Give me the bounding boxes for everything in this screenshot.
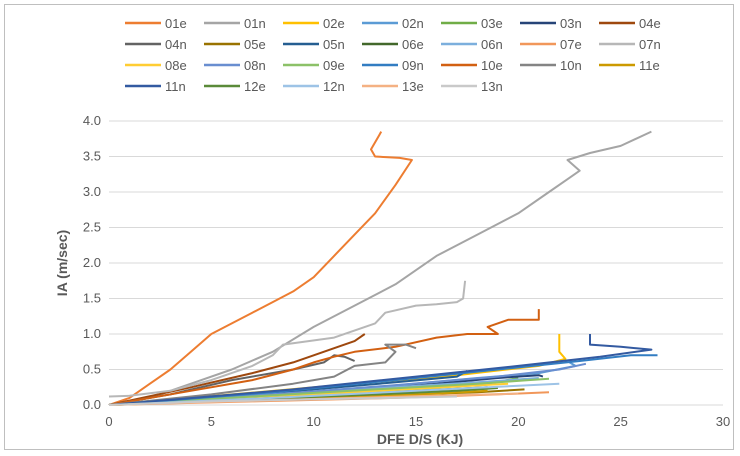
legend-label: 01e	[165, 16, 187, 31]
legend-label: 07e	[560, 37, 582, 52]
legend-label: 08e	[165, 58, 187, 73]
y-axis-title: IA (m/sec)	[54, 230, 70, 296]
legend-label: 12e	[244, 79, 266, 94]
line-chart: 01e 01n 02e 02n 03e 03n 04e 04n 05e 05n 06e 06n 07e 0…	[54, 16, 730, 447]
series-line-07n	[108, 280, 467, 398]
series-line-01n	[108, 130, 652, 406]
legend-label: 09e	[323, 58, 345, 73]
legend-item-01e: 01e	[125, 16, 187, 31]
y-tick-label: 0.5	[83, 362, 101, 377]
legend-label: 11n	[165, 79, 186, 94]
legend-item-10n: 10n	[520, 58, 582, 73]
legend-item-12n: 12n	[283, 79, 345, 94]
legend-item-09e: 09e	[283, 58, 345, 73]
x-tick-label: 15	[409, 414, 423, 429]
y-tick-label: 3.5	[83, 149, 101, 164]
legend-item-06n: 06n	[441, 37, 503, 52]
legend-item-09n: 09n	[362, 58, 424, 73]
legend-label: 03n	[560, 16, 582, 31]
x-tick-label: 5	[208, 414, 215, 429]
y-tick-label: 0.0	[83, 397, 101, 412]
legend-item-11n: 11n	[125, 79, 186, 94]
legend-item-01n: 01n	[204, 16, 266, 31]
legend-item-04n: 04n	[125, 37, 187, 52]
y-axis-ticks: 0.0 0.5 1.0 1.5 2.0 2.5 3.0 3.5 4.0	[83, 113, 101, 412]
legend-item-12e: 12e	[204, 79, 266, 94]
legend-item-11e: 11e	[599, 58, 660, 73]
legend-item-02n: 02n	[362, 16, 424, 31]
series-line-04e	[108, 333, 366, 406]
plot-area	[108, 130, 658, 406]
legend-item-13e: 13e	[362, 79, 424, 94]
legend-label: 04e	[639, 16, 661, 31]
legend-item-03e: 03e	[441, 16, 503, 31]
legend-label: 07n	[639, 37, 661, 52]
chart-frame: 01e 01n 02e 02n 03e 03n 04e 04n 05e 05n 06e 06n 07e 0…	[4, 4, 734, 450]
legend-label: 13e	[402, 79, 424, 94]
x-tick-label: 20	[511, 414, 525, 429]
legend-label: 13n	[481, 79, 503, 94]
x-tick-label: 25	[613, 414, 627, 429]
legend-item-03n: 03n	[520, 16, 582, 31]
legend-label: 05e	[244, 37, 266, 52]
y-tick-label: 2.5	[83, 220, 101, 235]
legend-label: 02e	[323, 16, 345, 31]
series-line-10e	[108, 309, 540, 406]
series-line-10n	[108, 343, 417, 406]
x-tick-label: 10	[306, 414, 320, 429]
gridlines	[109, 120, 723, 406]
legend-label: 11e	[639, 58, 660, 73]
legend-item-02e: 02e	[283, 16, 345, 31]
series-line-11n	[108, 334, 653, 406]
legend-label: 06n	[481, 37, 503, 52]
legend-label: 09n	[402, 58, 424, 73]
legend-label: 05n	[323, 37, 345, 52]
x-axis-title: DFE D/S (KJ)	[377, 431, 463, 447]
legend-label: 10n	[560, 58, 582, 73]
x-tick-label: 0	[105, 414, 112, 429]
series-line-01e	[108, 131, 413, 406]
legend-label: 02n	[402, 16, 424, 31]
x-axis-ticks: 0 5 10 15 20 25 30	[105, 414, 730, 429]
legend-label: 12n	[323, 79, 345, 94]
series-line-09e	[108, 377, 550, 406]
y-tick-label: 2.0	[83, 255, 101, 270]
legend-item-04e: 04e	[599, 16, 661, 31]
y-tick-label: 4.0	[83, 113, 101, 128]
legend-label: 01n	[244, 16, 266, 31]
series-line-13n	[108, 395, 457, 406]
legend-item-06e: 06e	[362, 37, 424, 52]
legend-item-05n: 05n	[283, 37, 345, 52]
legend-label: 06e	[402, 37, 424, 52]
legend-item-10e: 10e	[441, 58, 503, 73]
legend-item-05e: 05e	[204, 37, 266, 52]
legend-item-13n: 13n	[441, 79, 503, 94]
legend-item-07e: 07e	[520, 37, 582, 52]
y-tick-label: 3.0	[83, 184, 101, 199]
legend: 01e 01n 02e 02n 03e 03n 04e 04n 05e 05n 06e 06n 07e 0…	[125, 16, 661, 94]
legend-item-07n: 07n	[599, 37, 661, 52]
y-tick-label: 1.5	[83, 291, 101, 306]
legend-item-08n: 08n	[204, 58, 266, 73]
series-line-09n	[108, 354, 658, 406]
x-tick-label: 30	[716, 414, 730, 429]
legend-label: 04n	[165, 37, 187, 52]
legend-label: 10e	[481, 58, 503, 73]
legend-label: 03e	[481, 16, 503, 31]
legend-item-08e: 08e	[125, 58, 187, 73]
legend-label: 08n	[244, 58, 266, 73]
y-tick-label: 1.0	[83, 326, 101, 341]
